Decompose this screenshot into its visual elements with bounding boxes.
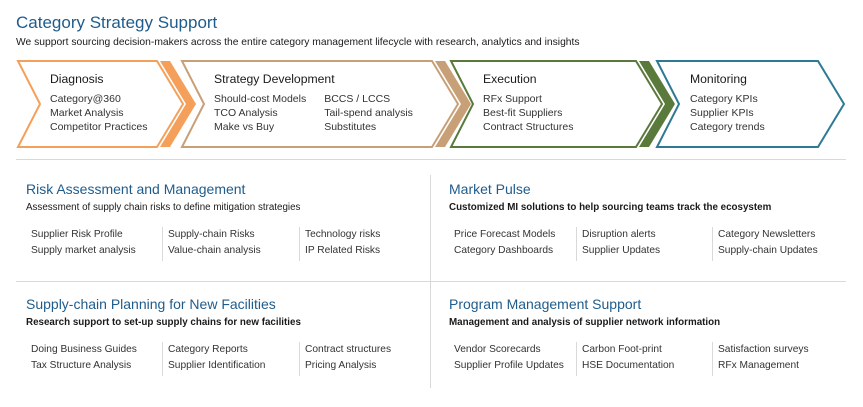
stage-item: Best-fit Suppliers [483, 107, 563, 119]
panel-item: Pricing Analysis [305, 360, 377, 371]
panel-subtitle: Research support to set-up supply chains… [26, 317, 301, 328]
panel-item: HSE Documentation [582, 360, 675, 371]
page-title: Category Strategy Support [16, 13, 218, 32]
panel-item: Satisfaction surveys [718, 344, 809, 355]
chevron-shapes [16, 60, 846, 148]
stage-item: RFx Support [483, 93, 542, 105]
panel-item: Tax Structure Analysis [31, 360, 132, 371]
panel-item: Vendor Scorecards [454, 344, 541, 355]
section-divider-vertical [430, 175, 431, 388]
panel-supply-chain-planning: Supply-chain Planning for New Facilities… [26, 296, 426, 382]
panel-column: Carbon Foot-print HSE Documentation [576, 342, 674, 376]
panel-item: Doing Business Guides [31, 344, 137, 355]
panel-column: Contract structures Pricing Analysis [299, 342, 391, 376]
chevron-diagnosis-arrow [160, 61, 196, 147]
section-divider-middle [16, 281, 846, 282]
panel-subtitle: Management and analysis of supplier netw… [449, 317, 721, 328]
panel-column: Supplier Risk Profile Supply market anal… [26, 227, 136, 261]
stage-strategy-development: Strategy Development Should-cost Models … [214, 72, 413, 134]
stage-item: BCCS / LCCS [324, 93, 391, 105]
panel-item: Category Newsletters [718, 229, 816, 240]
stage-item: Competitor Practices [50, 121, 148, 133]
stage-monitoring: Monitoring Category KPIs Supplier KPIs C… [690, 72, 765, 134]
panel-item: Value-chain analysis [168, 245, 261, 256]
panel-item: Price Forecast Models [454, 229, 556, 240]
panel-subtitle: Assessment of supply chain risks to defi… [26, 202, 301, 213]
stage-column: Category KPIs Supplier KPIs Category tre… [690, 92, 765, 134]
chevron-strategy [180, 60, 460, 148]
panel-title: Program Management Support [449, 296, 642, 312]
panel-item: Supply market analysis [31, 245, 136, 256]
panel-item: Supplier Updates [582, 245, 661, 256]
stage-item: Category KPIs [690, 93, 758, 105]
stage-item: Category@360 [50, 93, 121, 105]
section-divider-top [16, 159, 846, 160]
panel-column: Disruption alerts Supplier Updates [576, 227, 660, 261]
lifecycle-chevrons: Diagnosis Category@360 Market Analysis C… [0, 58, 863, 150]
panel-title: Risk Assessment and Management [26, 181, 246, 197]
panel-item: Category Reports [168, 344, 248, 355]
chevron-diagnosis [16, 60, 185, 148]
panel-item: Supplier Profile Updates [454, 360, 564, 371]
panel-program-management: Program Management Support Management an… [449, 296, 849, 382]
stage-title: Monitoring [690, 72, 747, 86]
stage-item: Contract Structures [483, 121, 574, 133]
stage-column: Category@360 Market Analysis Competitor … [50, 92, 147, 134]
stage-item: Category trends [690, 121, 765, 133]
stage-item: Market Analysis [50, 107, 124, 119]
stage-item: Substitutes [324, 121, 377, 133]
panel-item: Supply-chain Updates [718, 245, 818, 256]
stage-item: Supplier KPIs [690, 107, 754, 119]
panel-item: RFx Management [718, 360, 799, 371]
chevron-execution [449, 60, 664, 148]
stage-item: Should-cost Models [214, 93, 307, 105]
stage-item: Tail-spend analysis [324, 107, 413, 119]
panel-column: Satisfaction surveys RFx Management [712, 342, 809, 376]
panel-subtitle: Customized MI solutions to help sourcing… [449, 202, 772, 213]
panel-item: Category Dashboards [454, 245, 554, 256]
chevron-strategy-arrow [435, 61, 471, 147]
panel-column: Supply-chain Risks Value-chain analysis [162, 227, 261, 261]
stage-item: TCO Analysis [214, 107, 278, 119]
panel-item: Disruption alerts [582, 229, 656, 240]
panel-column: Category Reports Supplier Identification [162, 342, 265, 376]
stage-title: Diagnosis [50, 72, 104, 86]
panel-item: Contract structures [305, 344, 392, 355]
stage-item: Make vs Buy [214, 121, 275, 133]
panel-column: Price Forecast Models Category Dashboard… [449, 227, 555, 261]
panel-column: Category Newsletters Supply-chain Update… [712, 227, 818, 261]
panel-column: Doing Business Guides Tax Structure Anal… [26, 342, 137, 376]
panel-item: Carbon Foot-print [582, 344, 662, 355]
stage-diagnosis: Diagnosis Category@360 Market Analysis C… [50, 72, 147, 134]
chevron-monitoring [655, 60, 846, 148]
stage-title: Strategy Development [214, 72, 335, 86]
panel-item: Technology risks [305, 229, 381, 240]
page-subtitle: We support sourcing decision-makers acro… [16, 37, 580, 48]
panel-item: Supplier Identification [168, 360, 266, 371]
stage-execution: Execution RFx Support Best-fit Suppliers… [483, 72, 573, 134]
stage-column: RFx Support Best-fit Suppliers Contract … [483, 92, 573, 134]
stage-column: Should-cost Models TCO Analysis Make vs … [214, 92, 306, 134]
panel-title: Market Pulse [449, 181, 531, 197]
panel-title: Supply-chain Planning for New Facilities [26, 296, 276, 312]
panel-item: Supplier Risk Profile [31, 229, 123, 240]
panel-item: IP Related Risks [305, 245, 381, 256]
panel-risk-assessment: Risk Assessment and Management Assessmen… [26, 181, 426, 267]
chevron-execution-arrow [639, 61, 675, 147]
panel-item: Supply-chain Risks [168, 229, 255, 240]
stage-column: BCCS / LCCS Tail-spend analysis Substitu… [324, 92, 413, 134]
panel-column: Technology risks IP Related Risks [299, 227, 380, 261]
stage-title: Execution [483, 72, 537, 86]
panel-market-pulse: Market Pulse Customized MI solutions to … [449, 181, 849, 267]
panel-column: Vendor Scorecards Supplier Profile Updat… [449, 342, 564, 376]
